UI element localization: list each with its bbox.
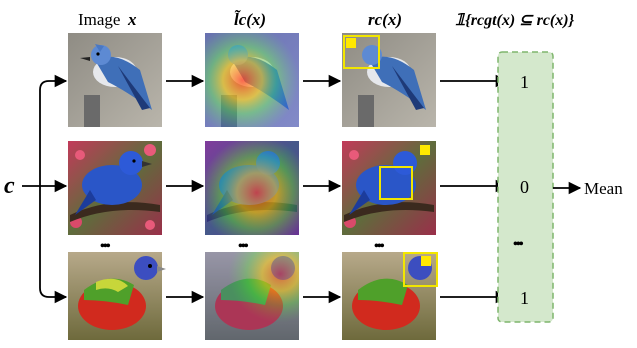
arrow-right-icon	[39, 74, 68, 186]
region-image-row3	[342, 252, 438, 340]
bird-image-row2	[68, 141, 162, 235]
header-indicator: 𝟙{rcgt(x) ⊆ rc(x)}	[455, 12, 575, 29]
indicator-value-row1: 1	[520, 72, 529, 92]
header-region: rc(x)	[368, 10, 402, 29]
bird-image-row3	[68, 252, 166, 340]
region-image-row2	[342, 141, 436, 235]
cam-image-row2	[205, 141, 299, 235]
ellipsis-icon: •••	[374, 239, 385, 254]
cam-image-row1	[205, 33, 299, 127]
header-image: Image	[78, 10, 120, 29]
indicator-value-row3: 1	[520, 288, 529, 308]
ground-truth-box	[421, 256, 431, 266]
header-image-var: x	[127, 10, 137, 29]
ground-truth-box	[420, 145, 430, 155]
region-image-row1	[342, 33, 436, 127]
cam-image-row3	[205, 252, 299, 340]
output-label-mean: Mean	[584, 179, 623, 198]
ground-truth-box	[346, 38, 356, 48]
ellipsis-icon: •••	[100, 239, 111, 254]
ellipsis-icon: •••	[238, 239, 249, 254]
predicted-region-box	[343, 35, 380, 69]
arrow-right-icon	[39, 186, 68, 304]
indicator-column	[497, 51, 554, 323]
predicted-region-box	[379, 166, 413, 200]
bird-image-row1	[68, 33, 162, 127]
header-cam: l̃c(x)	[234, 9, 266, 29]
predicted-region-box	[403, 252, 438, 287]
input-label-c: c	[4, 173, 15, 199]
indicator-value-row2: 0	[520, 177, 529, 197]
